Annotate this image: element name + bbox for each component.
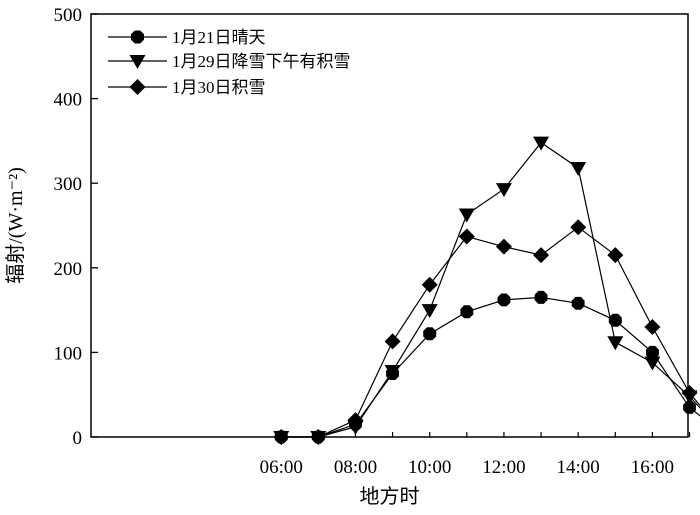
series-1-point (497, 293, 511, 307)
series-3-point (421, 276, 438, 293)
series-1-point (534, 290, 548, 304)
x-tick-label: 12:00 (482, 457, 525, 478)
x-axis-label: 地方时 (360, 485, 420, 508)
series-2-point (607, 336, 624, 351)
x-tick-label: 14:00 (557, 457, 600, 478)
series-2-line (281, 141, 700, 438)
series-3-point (681, 385, 698, 402)
series-3-point (533, 247, 550, 264)
series-1-point (460, 305, 474, 319)
legend-label-series-3: 1月30日积雪 (172, 78, 266, 97)
series-3-point (458, 228, 475, 245)
axes (90, 13, 689, 438)
series-3-point (644, 319, 661, 336)
series-1-point (646, 345, 659, 359)
x-tick-label: 10:00 (408, 457, 451, 478)
series-2-point (495, 183, 512, 198)
series-2-point (458, 208, 475, 223)
y-tick-label: 200 (54, 259, 83, 280)
legend: 1月21日晴天 1月29日降雪下午有积雪 1月30日积雪 (108, 28, 351, 97)
series-1-line (281, 296, 700, 438)
legend-marker-series-2 (129, 55, 146, 69)
plot-frame (90, 13, 689, 438)
y-tick-label: 500 (54, 5, 83, 26)
series-3-point (310, 429, 327, 445)
series-3-point (495, 238, 512, 255)
x-tick-label: 06:00 (260, 457, 303, 478)
y-axis-label: 辐射/(W·m⁻²) (4, 167, 27, 284)
series-2-point (421, 304, 438, 319)
series-1 (274, 290, 700, 444)
series-3-point (384, 333, 401, 350)
legend-label-series-1: 1月21日晴天 (172, 28, 266, 47)
legend-label-series-2: 1月29日降雪下午有积雪 (172, 52, 351, 71)
series-2-point (384, 365, 401, 380)
series-1-point (683, 400, 696, 414)
y-tick-label: 400 (54, 90, 83, 111)
series-2-point (644, 356, 661, 371)
x-tick-label: 16:00 (631, 457, 674, 478)
x-tick-label: 08:00 (334, 457, 377, 478)
legend-marker-series-3 (129, 79, 146, 95)
series-1-point (423, 327, 437, 341)
series-3 (273, 219, 700, 445)
y-tick-label: 100 (54, 343, 83, 364)
y-tick-label: 300 (54, 174, 83, 195)
series-3-point (607, 247, 624, 264)
series-2 (273, 136, 700, 445)
series-3-point (273, 429, 290, 445)
y-tick-label: 0 (73, 428, 83, 449)
series-1-point (608, 313, 622, 327)
y-axis-ticks: 0 100 200 300 400 500 (54, 5, 98, 449)
series-3-point (570, 219, 587, 236)
series-3-line (281, 226, 700, 438)
series-2-point (533, 136, 550, 151)
series-3-point (347, 412, 364, 429)
series-1-point (571, 296, 585, 310)
series-2-point (570, 161, 587, 176)
series-group (273, 136, 700, 445)
legend-marker-series-1 (131, 30, 144, 44)
